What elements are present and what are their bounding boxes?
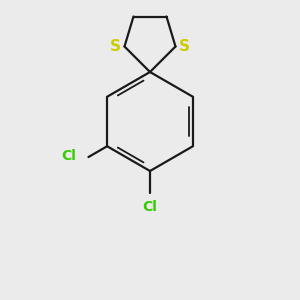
Text: S: S bbox=[110, 39, 121, 54]
Text: Cl: Cl bbox=[61, 148, 76, 163]
Text: S: S bbox=[179, 39, 190, 54]
Text: Cl: Cl bbox=[142, 200, 158, 214]
